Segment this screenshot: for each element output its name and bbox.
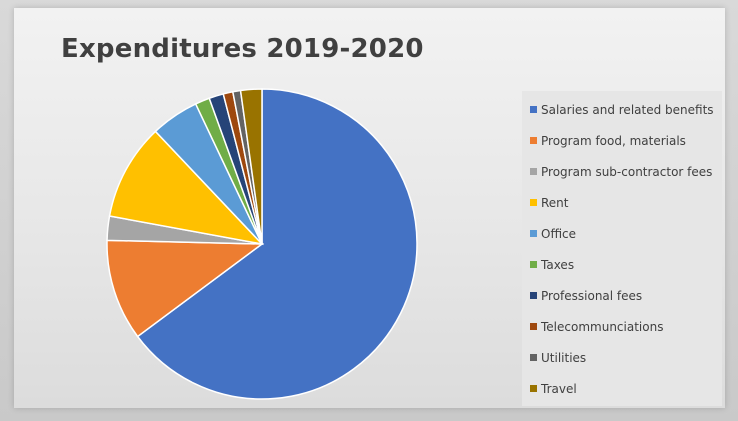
legend-item: Rent [530,194,569,212]
legend-label: Program sub-contractor fees [541,165,713,179]
pie-slice-4 [108,130,265,246]
legend-label: Taxes [541,258,575,272]
legend-swatch [530,261,537,268]
legend-item: Program food, materials [530,132,686,150]
legend-swatch [530,168,537,175]
legend-item: Telecommunciations [530,318,663,336]
legend-swatch [530,323,537,330]
legend-swatch [530,199,537,206]
legend-swatch [530,292,537,299]
legend-swatch [530,354,537,361]
legend-item: Office [530,225,576,243]
chart-title: Expenditures 2019-2020 [61,34,424,64]
legend-label: Professional fees [541,289,643,303]
legend-swatch [530,230,537,237]
legend-label: Utilities [541,351,587,365]
legend-label: Program food, materials [541,134,686,148]
legend-item: Professional fees [530,287,642,305]
legend-label: Salaries and related benefits [541,103,714,117]
legend-label: Rent [541,196,569,210]
legend-item: Salaries and related benefits [530,101,714,119]
chart-card: Expenditures 2019-2020 Salaries and rela… [14,8,725,408]
legend: Salaries and related benefits Program foo… [522,91,722,406]
legend-swatch [530,106,537,113]
legend-label: Travel [541,382,577,396]
pie-slice-1 [136,88,418,400]
legend-swatch [530,137,537,144]
pie-slice-2 [106,239,265,338]
legend-swatch [530,385,537,392]
legend-label: Office [541,227,577,241]
legend-item: Taxes [530,256,574,274]
legend-item: Utilities [530,349,586,367]
pie-slice-10 [239,88,263,245]
legend-label: Telecommunciations [541,320,664,334]
legend-item: Travel [530,380,577,398]
legend-item: Program sub-contractor fees [530,163,712,181]
pie-chart [106,88,418,400]
